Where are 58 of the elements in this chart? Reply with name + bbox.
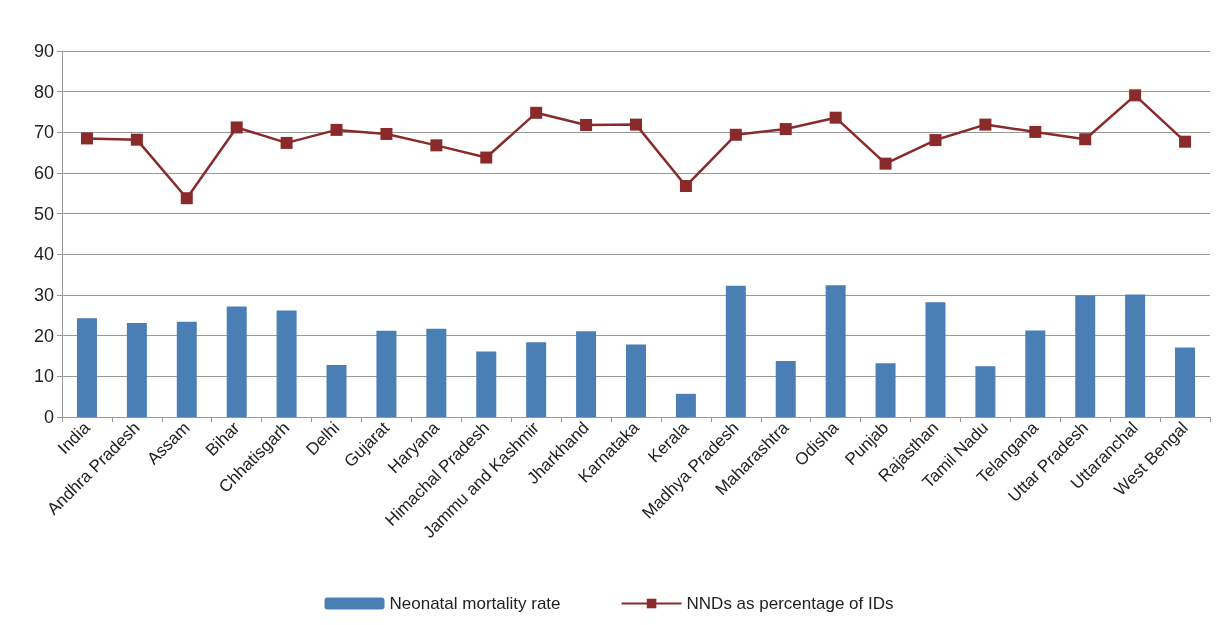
bar	[476, 351, 497, 417]
point	[530, 106, 543, 119]
bar	[875, 363, 896, 417]
point	[679, 180, 692, 193]
point	[1179, 135, 1192, 148]
point	[929, 134, 942, 147]
point	[230, 121, 243, 134]
point	[280, 136, 293, 149]
point	[829, 111, 842, 124]
point	[879, 157, 892, 170]
bar	[925, 302, 946, 417]
bar	[76, 318, 97, 417]
bar	[725, 285, 746, 417]
point	[130, 133, 143, 146]
bar	[526, 342, 547, 417]
y-tick-label: 70	[33, 122, 54, 143]
y-tick-label: 0	[43, 407, 54, 427]
legend-label: Neonatal mortality rate	[389, 594, 561, 613]
bar	[675, 393, 696, 417]
point	[630, 118, 642, 131]
bar	[1025, 330, 1046, 417]
point	[80, 132, 93, 145]
bar	[576, 331, 597, 417]
bar	[176, 321, 197, 417]
y-tick-label: 50	[33, 203, 54, 224]
y-tick-label: 60	[33, 163, 54, 183]
bar	[825, 285, 846, 417]
point	[1029, 125, 1042, 138]
y-tick-label: 30	[33, 285, 54, 305]
point	[580, 119, 593, 132]
point	[1129, 89, 1142, 102]
point	[330, 123, 343, 136]
bar	[326, 364, 347, 417]
bar	[426, 328, 447, 417]
bar	[376, 330, 397, 417]
y-tick-label: 40	[33, 244, 54, 265]
point	[979, 118, 992, 131]
bar	[626, 344, 646, 417]
y-tick-label: 90	[33, 41, 54, 61]
point	[380, 127, 393, 140]
bar	[226, 306, 247, 417]
point	[1079, 133, 1092, 146]
bar	[276, 310, 297, 417]
bar	[975, 366, 996, 417]
point	[729, 128, 742, 141]
point	[779, 123, 792, 136]
point	[180, 192, 193, 205]
bar	[1125, 294, 1146, 417]
y-tick-label: 20	[33, 325, 54, 346]
bar	[1075, 295, 1096, 417]
y-tick-label: 80	[33, 81, 54, 102]
y-tick-label: 10	[33, 366, 54, 387]
bar	[775, 360, 796, 417]
legend-label: NNDs as percentage of IDs	[686, 594, 894, 613]
point	[430, 139, 443, 152]
bar	[126, 323, 147, 417]
point	[480, 151, 493, 164]
bar	[1175, 347, 1196, 417]
